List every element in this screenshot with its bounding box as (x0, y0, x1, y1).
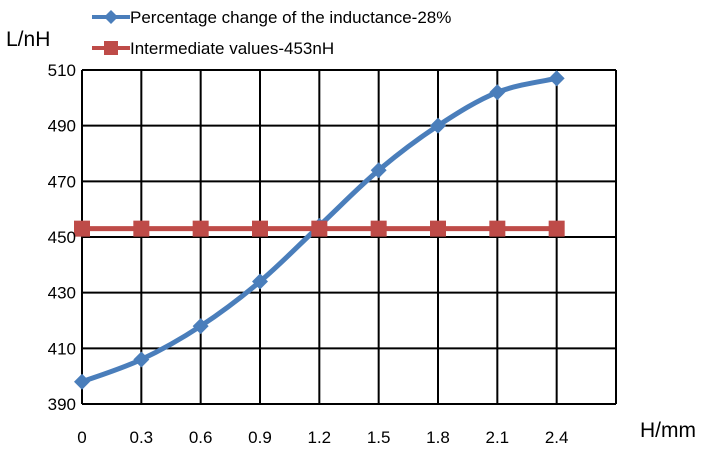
legend-marker-2 (104, 41, 118, 55)
series-1-point (430, 117, 446, 134)
x-tick-label: 0.6 (189, 428, 213, 447)
x-tick-label: 1.2 (308, 428, 332, 447)
y-tick-label: 470 (48, 172, 76, 191)
series-1-point (192, 318, 209, 335)
legend: Percentage change of the inductance-28% … (92, 8, 451, 58)
series-2-point (370, 220, 387, 237)
series-1-point (252, 273, 268, 290)
series-2-point (252, 220, 268, 237)
series-2-point (489, 220, 506, 237)
x-tick-label: 0.9 (248, 428, 272, 447)
series-2-point (548, 220, 565, 237)
series-1-point (133, 351, 150, 368)
y-tick-label: 410 (48, 339, 76, 358)
x-tick-label: 0 (77, 428, 86, 447)
y-tick-label: 390 (48, 395, 76, 414)
x-tick-label: 1.5 (367, 428, 391, 447)
series-2-point (74, 220, 90, 237)
series-1-point (489, 84, 506, 101)
legend-entry-2: Intermediate values-453nH (92, 39, 334, 58)
legend-label-1: Percentage change of the inductance-28% (130, 8, 451, 27)
x-tick-label: 2.4 (545, 428, 569, 447)
legend-label-2: Intermediate values-453nH (130, 39, 334, 58)
y-tick-label: 510 (48, 61, 76, 80)
series-1-point (370, 162, 387, 179)
y-tick-label: 430 (48, 284, 76, 303)
y-tick-label: 450 (48, 228, 76, 247)
legend-entry-1: Percentage change of the inductance-28% (92, 8, 451, 27)
grid (81, 69, 617, 405)
y-tick-label: 490 (48, 117, 76, 136)
series-2-point (430, 220, 446, 237)
x-axis-label: H/mm (640, 419, 696, 442)
series-layer (74, 70, 565, 390)
series-1-point (548, 70, 565, 87)
y-axis-label: L/nH (6, 28, 50, 51)
tick-labels: 390 410 430 450 470 490 510 0 0.3 0.6 0.9 1.2 1.5 1.8… (48, 61, 569, 447)
series-1-point (74, 373, 90, 390)
legend-marker-1 (104, 10, 118, 24)
x-tick-label: 2.1 (486, 428, 510, 447)
series-2-point (311, 220, 328, 237)
x-tick-label: 1.8 (426, 428, 450, 447)
series-2-point (192, 220, 209, 237)
series-2-point (133, 220, 150, 237)
x-tick-label: 0.3 (130, 428, 154, 447)
